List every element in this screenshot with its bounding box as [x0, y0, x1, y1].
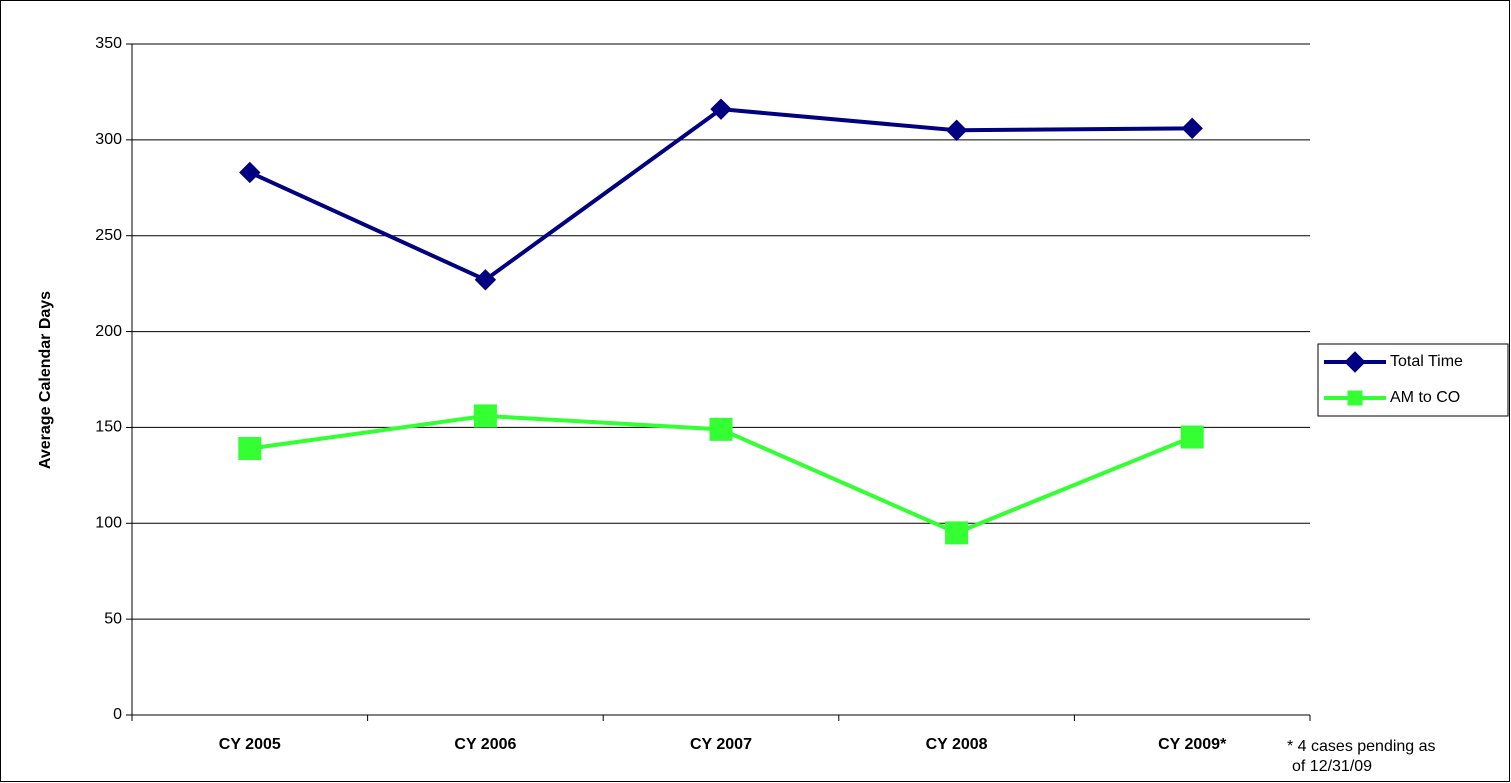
- point-marker: [473, 404, 497, 428]
- annotation: of 12/31/09: [1292, 758, 1372, 775]
- x-tick-label: CY 2005: [219, 736, 281, 753]
- y-tick-label: 300: [95, 131, 122, 148]
- y-axis-label: Average Calendar Days: [37, 291, 54, 469]
- annotation: * 4 cases pending as: [1287, 738, 1436, 755]
- y-tick-label: 0: [113, 706, 122, 723]
- point-marker: [710, 98, 732, 120]
- point-marker: [239, 161, 261, 184]
- point-marker: [474, 269, 497, 291]
- legend-label: Total Time: [1390, 353, 1463, 370]
- y-tick-label: 350: [95, 35, 122, 52]
- point-marker: [945, 521, 969, 545]
- legend-marker: [1347, 390, 1363, 406]
- y-tick-label: 150: [95, 419, 122, 436]
- point-marker: [238, 437, 262, 461]
- point-marker: [709, 417, 733, 441]
- y-tick-label: 50: [104, 610, 122, 627]
- x-tick-label: CY 2009*: [1158, 736, 1227, 753]
- y-tick-label: 250: [95, 227, 122, 244]
- point-marker: [945, 119, 968, 141]
- point-marker: [1181, 117, 1203, 140]
- y-tick-label: 200: [95, 323, 122, 340]
- point-marker: [1180, 425, 1204, 449]
- y-tick-label: 100: [95, 515, 122, 532]
- legend-marker: [1344, 351, 1366, 373]
- legend-label: AM to CO: [1390, 389, 1460, 406]
- x-tick-label: CY 2006: [454, 736, 516, 753]
- x-tick-label: CY 2007: [690, 736, 752, 753]
- x-tick-label: CY 2008: [926, 736, 988, 753]
